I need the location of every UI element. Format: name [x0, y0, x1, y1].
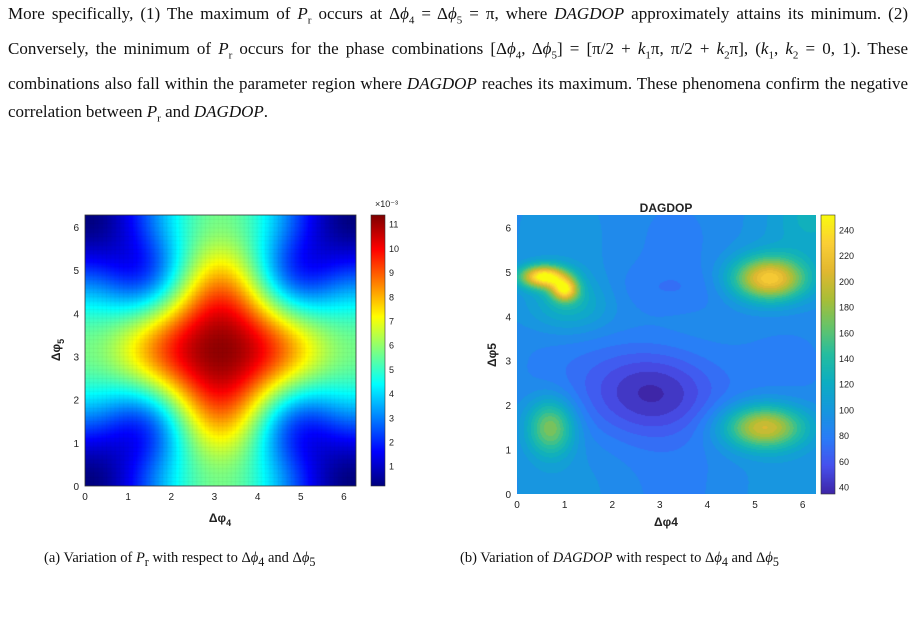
chart-b-colorbar-tick: 140: [839, 354, 854, 364]
chart-a-colorbar-tick: 5: [389, 365, 394, 375]
x-axis-label-b: Δφ4: [654, 515, 678, 529]
chart-b-title: DAGDOP: [640, 201, 693, 215]
chart-b-colorbar-tick: 80: [839, 431, 849, 441]
chart-b-y-tick: 0: [505, 490, 511, 501]
colorbar-b: [821, 215, 835, 494]
chart-a-colorbar-tick: 6: [389, 341, 394, 351]
chart-a-x-tick: 1: [125, 492, 131, 503]
chart-a-y-tick: 0: [73, 482, 79, 493]
body-paragraph: More specifically, (1) The maximum of Pr…: [8, 4, 909, 125]
chart-a-y-tick: 4: [73, 309, 79, 320]
chart-b-colorbar-tick: 200: [839, 277, 854, 287]
chart-b-x-tick: 3: [657, 500, 663, 511]
colorbar-a-exponent: ×10⁻³: [375, 199, 398, 209]
chart-a-y-tick: 1: [73, 439, 79, 450]
chart-a-x-tick: 2: [169, 492, 175, 503]
chart-a-x-tick: 5: [298, 492, 304, 503]
chart-a-y-tick: 5: [73, 266, 79, 277]
chart-b-colorbar-tick: 40: [839, 483, 849, 493]
chart-b-y-tick: 1: [505, 446, 511, 457]
chart-b-colorbar-tick: 180: [839, 303, 854, 313]
chart-a-colorbar-tick: 10: [389, 244, 399, 254]
chart-b-colorbar-tick: 100: [839, 405, 854, 415]
chart-b-x-tick: 6: [800, 500, 806, 511]
chart-b-x-tick: 1: [562, 500, 568, 511]
chart-a-colorbar-tick: 4: [389, 389, 394, 399]
chart-a-y-tick: 6: [73, 223, 79, 234]
chart-b-y-tick: 3: [505, 357, 511, 368]
chart-a-colorbar-tick: 11: [389, 220, 398, 230]
chart-a-colorbar-tick: 8: [389, 292, 394, 302]
chart-a-x-tick: 6: [341, 492, 347, 503]
chart-b-y-tick: 6: [505, 223, 511, 234]
heatmap-a-canvas: [85, 215, 356, 486]
chart-a-colorbar-tick: 9: [389, 268, 394, 278]
chart-b-colorbar-tick: 240: [839, 225, 854, 235]
x-axis-label-a: Δφ4: [209, 511, 231, 528]
chart-a-y-tick: 2: [73, 396, 79, 407]
chart-b-colorbar-tick: 220: [839, 251, 854, 261]
chart-b-y-tick: 4: [505, 312, 511, 323]
chart-b-x-tick: 0: [514, 500, 520, 511]
heatmap-b-canvas: [517, 215, 816, 494]
chart-a-colorbar-tick: 3: [389, 413, 394, 423]
chart-a-colorbar-tick: 1: [389, 462, 394, 472]
chart-a-colorbar-tick: 2: [389, 437, 394, 447]
chart-a-y-tick: 3: [73, 353, 79, 364]
caption-a: (a) Variation of Pr with respect to Δϕ4 …: [44, 550, 316, 569]
chart-a-x-tick: 3: [212, 492, 218, 503]
y-axis-label-b: Δφ5: [485, 343, 499, 367]
chart-b-colorbar-tick: 120: [839, 380, 854, 390]
chart-b-colorbar-tick: 60: [839, 457, 849, 467]
figure-a-heatmap: 0 1 2 3 4 5 6 0 1 2 3 4 5 6 Δφ4 Δφ5 1 2 3 4 5 6 7 8 9 10 11 ×10…: [49, 199, 399, 528]
chart-a-x-tick: 0: [82, 492, 88, 503]
y-axis-label-a: Δφ5: [49, 339, 66, 361]
chart-b-x-tick: 2: [609, 500, 615, 511]
chart-b-y-tick: 5: [505, 268, 511, 279]
chart-b-colorbar-tick: 160: [839, 328, 854, 338]
chart-a-x-tick: 4: [255, 492, 261, 503]
chart-b-x-tick: 4: [705, 500, 711, 511]
chart-a-colorbar-tick: 7: [389, 316, 394, 326]
colorbar-a: [371, 215, 385, 486]
chart-b-x-tick: 5: [752, 500, 758, 511]
chart-b-y-tick: 2: [505, 401, 511, 412]
caption-b: (b) Variation of DAGDOP with respect to …: [460, 550, 779, 569]
